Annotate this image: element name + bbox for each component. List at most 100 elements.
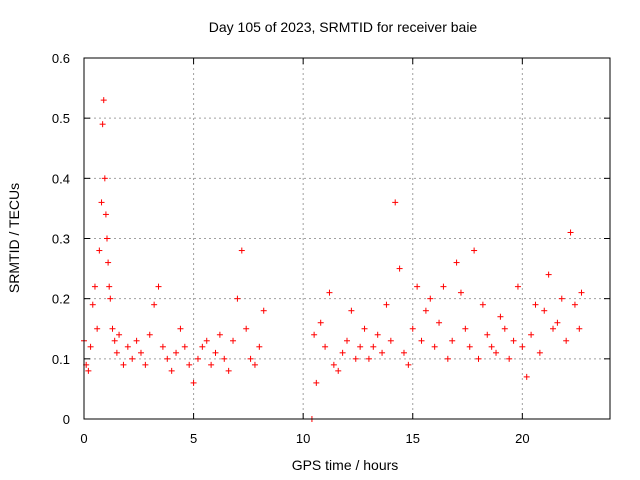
data-point [558, 295, 565, 302]
data-point [348, 307, 355, 314]
data-point [107, 295, 114, 302]
data-point [440, 283, 447, 290]
data-point [475, 355, 482, 362]
data-point [497, 313, 504, 320]
data-point [105, 259, 112, 266]
data-point [479, 301, 486, 308]
data-point [91, 283, 98, 290]
data-point [519, 343, 526, 350]
data-point [111, 337, 118, 344]
y-tick-label: 0.3 [52, 232, 70, 247]
data-point [177, 325, 184, 332]
data-point [137, 349, 144, 356]
axis-ticks: 0 5 10 15 20 0 0.1 0.2 0.3 0.4 0.5 0.6 [52, 51, 610, 446]
data-point [102, 211, 109, 218]
data-point [339, 349, 346, 356]
data-point [124, 343, 131, 350]
data-point [96, 247, 103, 254]
data-point [109, 325, 116, 332]
data-point [260, 307, 267, 314]
data-point [501, 325, 508, 332]
data-point [234, 295, 241, 302]
y-tick-label: 0.5 [52, 111, 70, 126]
data-point [400, 349, 407, 356]
data-point [89, 301, 96, 308]
data-point [436, 319, 443, 326]
data-point [330, 361, 337, 368]
y-axis-label: SRMTID / TECUs [6, 183, 22, 293]
data-point [106, 283, 113, 290]
data-point [370, 343, 377, 350]
data-point [317, 319, 324, 326]
data-point [104, 235, 111, 242]
data-point [256, 343, 263, 350]
data-point [414, 283, 421, 290]
y-tick-label: 0 [63, 412, 70, 427]
data-point [523, 373, 530, 380]
data-point [506, 355, 513, 362]
data-point [431, 343, 438, 350]
data-point [422, 307, 429, 314]
data-point [133, 337, 140, 344]
data-point [129, 355, 136, 362]
data-point [311, 331, 318, 338]
data-point [418, 337, 425, 344]
x-tick-label: 20 [515, 431, 529, 446]
data-point [159, 343, 166, 350]
data-point [85, 367, 92, 374]
data-point [357, 343, 364, 350]
data-point [563, 337, 570, 344]
data-point [113, 349, 120, 356]
data-point [466, 343, 473, 350]
data-point [243, 325, 250, 332]
y-tick-label: 0.1 [52, 352, 70, 367]
x-tick-label: 0 [80, 431, 87, 446]
data-point [514, 283, 521, 290]
data-point [344, 337, 350, 344]
data-point [374, 331, 381, 338]
data-point [251, 361, 258, 368]
data-point [186, 361, 193, 368]
data-point [352, 355, 359, 362]
data-point [225, 367, 232, 374]
data-point [449, 337, 456, 344]
data-point [405, 361, 412, 368]
data-point [396, 265, 403, 272]
data-point [493, 349, 500, 356]
data-point [208, 361, 215, 368]
data-point [313, 379, 320, 386]
data-point [203, 337, 210, 344]
data-point [155, 283, 162, 290]
data-point [101, 175, 108, 182]
x-tick-label: 15 [406, 431, 420, 446]
data-point [99, 121, 106, 128]
data-point [444, 355, 451, 362]
data-point [168, 367, 175, 374]
data-point [379, 349, 386, 356]
y-tick-label: 0.2 [52, 292, 70, 307]
data-point [427, 295, 434, 302]
data-point [484, 331, 491, 338]
data-point [536, 349, 543, 356]
data-point [142, 361, 149, 368]
data-point [550, 325, 557, 332]
data-point [457, 289, 464, 296]
data-point [576, 325, 583, 332]
data-point [532, 301, 539, 308]
data-point [567, 229, 574, 236]
data-point [230, 337, 237, 344]
data-point [190, 379, 197, 386]
data-point [194, 355, 201, 362]
data-point [199, 343, 206, 350]
data-point [462, 325, 469, 332]
grid-lines [84, 58, 610, 419]
data-point [541, 307, 548, 314]
plot-frame [83, 57, 611, 420]
data-point [181, 343, 188, 350]
data-point [322, 343, 329, 350]
data-point [335, 367, 342, 374]
data-point [173, 349, 180, 356]
data-point [578, 289, 585, 296]
data-point [221, 355, 228, 362]
